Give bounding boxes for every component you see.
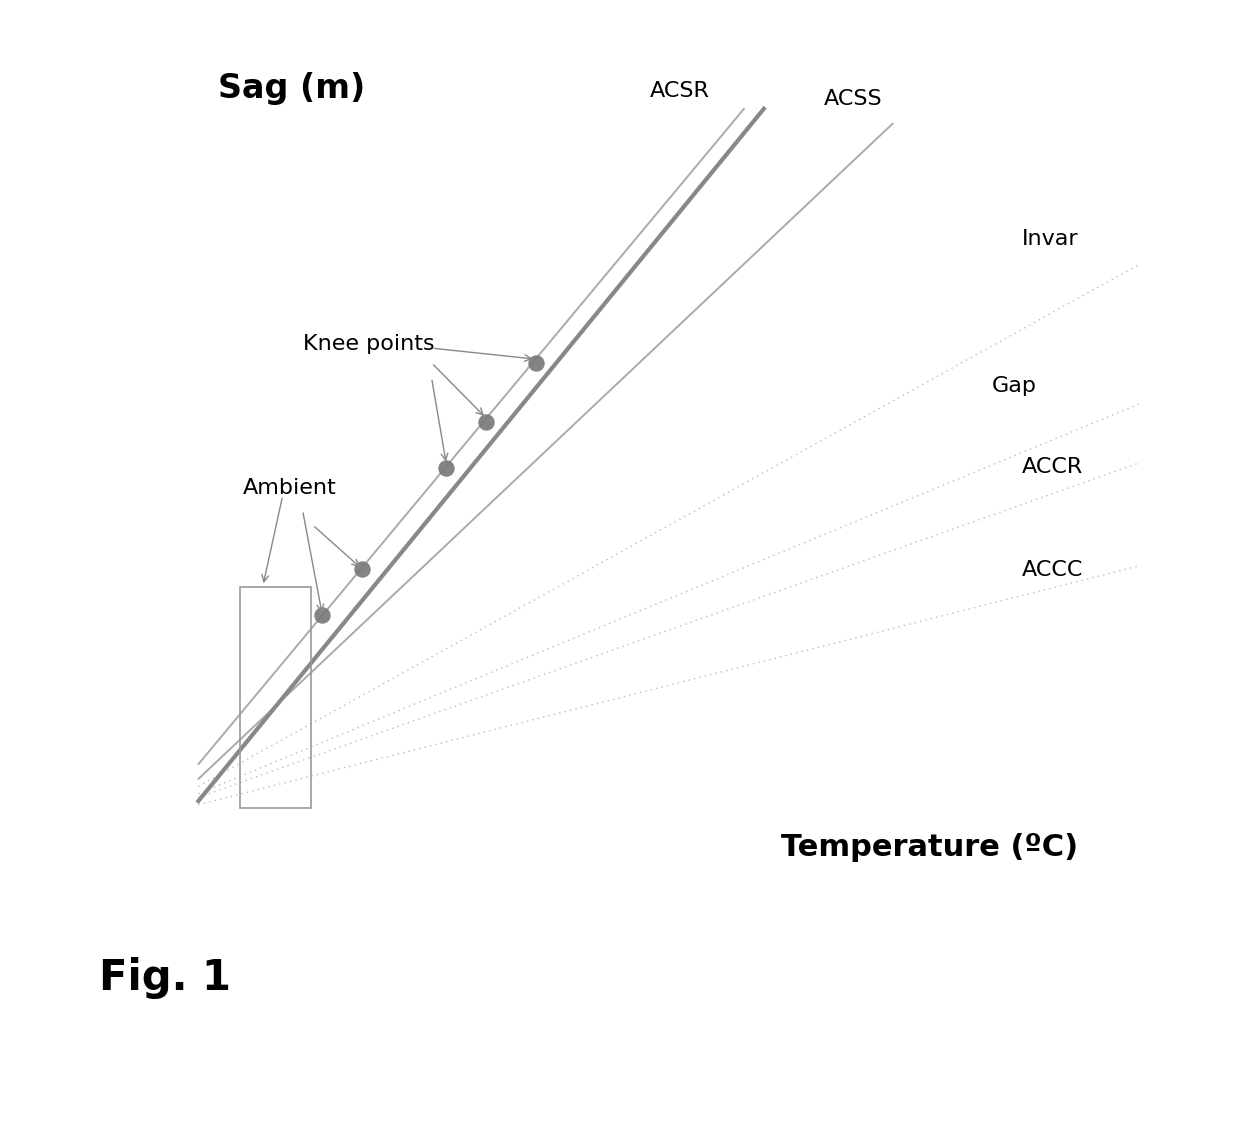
Text: Temperature (ºC): Temperature (ºC) [781,833,1079,862]
Text: ACCR: ACCR [1022,457,1083,477]
Point [476,412,496,431]
Text: Invar: Invar [1022,229,1079,248]
Point [352,560,372,578]
Text: ACSS: ACSS [823,88,882,109]
Text: Sag (m): Sag (m) [218,71,366,105]
Point [436,459,456,477]
Point [312,606,332,624]
Bar [241,587,311,809]
Text: Gap: Gap [992,376,1037,397]
Text: ACSR: ACSR [650,82,709,101]
Text: Fig. 1: Fig. 1 [99,957,231,999]
Point [526,353,546,372]
Text: Ambient: Ambient [243,478,337,499]
Text: ACCC: ACCC [1022,560,1083,580]
Text: Knee points: Knee points [303,334,434,355]
